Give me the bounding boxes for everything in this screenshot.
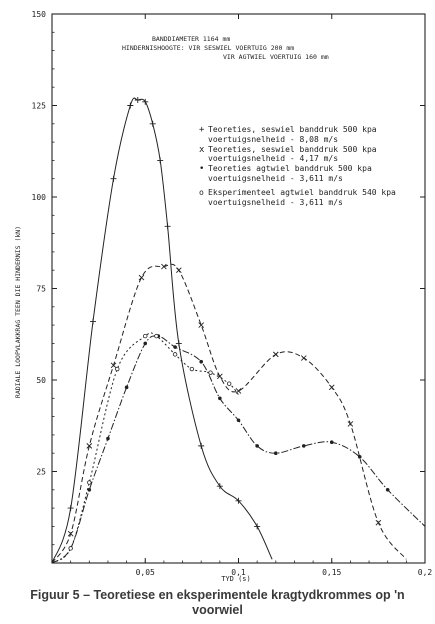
legend-marker-2: x — [199, 145, 205, 155]
data-point-circle — [115, 366, 120, 372]
data-point-dot — [199, 359, 203, 364]
y-axis-label: RADIALE LOOPVLAKKRAG TEEN DIE HINDERNIS … — [14, 226, 22, 398]
figure-caption: Figuur 5 – Teoretiese en eksperimentele … — [0, 588, 435, 618]
data-point-plus — [157, 157, 164, 164]
data-point-circle — [68, 546, 73, 551]
data-point-plus — [127, 102, 134, 109]
header-line-2: HINDERNISHOOGTE: VIR SESWIEL VOERTUIG 20… — [122, 44, 294, 52]
data-point-circle — [189, 366, 195, 372]
legend-entry-1: + Teoreties, seswiel banddruk 500 kpa vo… — [199, 125, 377, 144]
legend-text-3a: Teoreties agtwiel banddruk 500 kpa — [208, 164, 372, 173]
data-point-dot — [173, 345, 177, 349]
legend-entry-2: x Teoreties, seswiel banddruk 500 kpa vo… — [199, 145, 377, 163]
data-point-dot — [255, 444, 259, 448]
data-point-circle — [208, 370, 213, 375]
legend-text-4b: voertuigsnelheid - 3,611 m/s — [208, 198, 343, 207]
data-point-circle — [87, 480, 92, 485]
data-point-dot — [106, 436, 110, 441]
y-tick-label: 100 — [32, 193, 47, 202]
caption-line-1: Figuur 5 – Teoretiese en eksperimentele … — [30, 588, 405, 602]
plot-border — [51, 13, 426, 564]
x-tick-label: 0,05 — [136, 568, 155, 577]
data-point-plus — [216, 483, 223, 490]
data-point-dot — [357, 455, 362, 459]
data-point-dot — [218, 396, 222, 401]
data-point-dot — [143, 341, 148, 346]
series-2-line — [51, 263, 407, 564]
legend-marker-1: + — [199, 125, 205, 135]
x-tick-label: 0,1 — [231, 568, 246, 577]
legend-marker-3: • — [199, 164, 204, 174]
chart: 25 50 75 100 125 150 0,05 0,1 0,15 0,2 BANDDIAMET… — [14, 10, 433, 583]
data-point-cross — [86, 443, 93, 449]
y-tick-label: 125 — [32, 102, 47, 111]
data-point-plus — [110, 175, 117, 182]
series-3 — [51, 334, 426, 564]
y-tick-label: 150 — [32, 10, 47, 19]
legend-text-2a: Teoreties, seswiel banddruk 500 kpa — [208, 145, 377, 154]
legend-text-3b: voertuigsnelheid - 3,611 m/s — [208, 174, 343, 183]
data-point-cross — [272, 351, 279, 358]
header-line-1: BANDDIAMETER 1164 mm — [152, 35, 230, 43]
legend-text-4a: Eksperimenteel agtwiel banddruk 540 kpa — [208, 188, 396, 197]
data-point-cross — [110, 362, 117, 369]
y-tick-label: 50 — [36, 376, 46, 385]
legend-text-1b: voertuigsnelheid - 8,08 m/s — [208, 135, 338, 144]
data-point-plus — [142, 98, 149, 105]
y-tick-label: 25 — [36, 468, 46, 477]
data-point-cross — [176, 267, 182, 274]
series-1 — [51, 97, 273, 564]
data-point-cross — [347, 421, 354, 427]
data-point-dot — [236, 418, 241, 423]
data-point-cross — [198, 322, 205, 328]
data-point-cross — [235, 388, 242, 394]
caption-line-2: voorwiel — [192, 603, 243, 617]
data-point-dot — [385, 488, 390, 492]
series-layer — [51, 97, 426, 564]
data-point-plus — [90, 318, 97, 325]
data-point-circle — [226, 381, 232, 386]
x-tick-label: 0,2 — [418, 568, 433, 577]
series-1-line — [51, 97, 273, 564]
data-point-cross — [375, 519, 382, 526]
data-point-circle — [143, 333, 148, 339]
data-point-dot — [301, 444, 306, 448]
axis-ticks: 25 50 75 100 125 150 0,05 0,1 0,15 0,2 — [32, 10, 433, 577]
data-point-plus — [254, 523, 261, 530]
data-point-plus — [235, 497, 242, 504]
data-point-dot — [124, 385, 129, 390]
legend: + Teoreties, seswiel banddruk 500 kpa vo… — [199, 125, 396, 207]
series-2 — [51, 263, 407, 564]
data-point-circle — [154, 333, 159, 339]
data-point-cross — [161, 263, 167, 270]
x-tick-label: 0,15 — [322, 568, 341, 577]
data-point-cross — [328, 384, 335, 391]
series-4 — [51, 332, 239, 564]
legend-entry-4: o Eksperimenteel agtwiel banddruk 540 kp… — [199, 188, 396, 207]
data-point-cross — [138, 274, 145, 281]
y-tick-label: 75 — [36, 285, 46, 294]
legend-text-2b: voertuigsnelheid - 4,17 m/s — [208, 154, 338, 163]
data-point-plus — [175, 340, 182, 347]
data-point-plus — [164, 223, 171, 230]
data-point-dot — [274, 451, 278, 456]
legend-text-1a: Teoreties, seswiel banddruk 500 kpa — [208, 125, 377, 134]
data-point-plus — [67, 505, 74, 512]
x-axis-label: TYD (s) — [221, 575, 251, 583]
data-point-cross — [300, 355, 307, 361]
header-line-3: VIR AGTWIEL VOERTUIG 160 mm — [223, 53, 329, 61]
data-point-cross — [67, 530, 74, 537]
series-3-line — [51, 335, 426, 564]
data-point-plus — [134, 97, 141, 104]
legend-marker-4: o — [199, 188, 204, 197]
data-point-plus — [198, 442, 205, 449]
plot-frame — [51, 13, 426, 564]
data-point-plus — [149, 120, 156, 127]
data-point-dot — [87, 488, 92, 492]
data-point-dot — [329, 440, 334, 445]
series-4-line — [51, 332, 239, 564]
data-point-circle — [172, 352, 178, 357]
legend-entry-3: • Teoreties agtwiel banddruk 500 kpa voe… — [199, 164, 372, 183]
